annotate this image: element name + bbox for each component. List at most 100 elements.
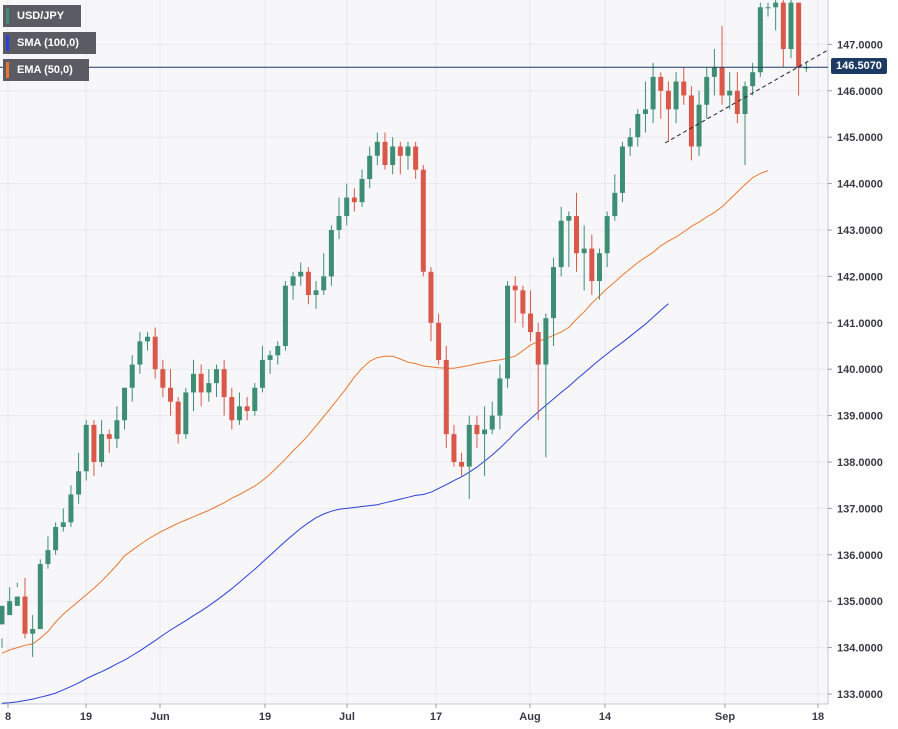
candle-body xyxy=(497,378,503,416)
candle-body xyxy=(413,146,419,170)
candle-body xyxy=(673,81,679,110)
candle-body xyxy=(734,90,740,114)
candle-body xyxy=(505,285,511,379)
candle-body xyxy=(290,276,296,286)
candle-body xyxy=(76,471,82,495)
candle-body xyxy=(53,526,59,551)
candle-body xyxy=(221,369,227,398)
candle-body xyxy=(405,146,411,156)
candle-body xyxy=(129,364,135,388)
y-tick-label: 145.0000 xyxy=(837,132,883,144)
candle-body xyxy=(711,67,717,77)
candle-body xyxy=(175,401,181,435)
candle-body xyxy=(0,605,5,625)
candle-body xyxy=(650,76,656,110)
x-tick-label: 8 xyxy=(5,711,11,723)
candle-body xyxy=(773,2,779,8)
candle-body xyxy=(374,141,380,156)
candle-body xyxy=(91,424,97,462)
y-tick-label: 142.0000 xyxy=(837,271,883,283)
candle-body xyxy=(152,336,158,370)
candle-body xyxy=(183,392,189,435)
candle-body xyxy=(719,67,725,96)
y-tick-label: 146.0000 xyxy=(837,86,883,98)
legend-sma[interactable]: SMA (100,0) xyxy=(3,32,96,54)
candle-body xyxy=(451,434,457,462)
x-axis-ticks: 8 19 Jun 19 Jul 17 Aug 14 Sep 18 xyxy=(5,704,824,723)
x-tick-label: Jul xyxy=(339,711,355,723)
trendline-dashed xyxy=(664,49,829,144)
candle-body xyxy=(428,271,434,323)
x-tick-label: 17 xyxy=(430,711,442,723)
candle-body xyxy=(619,146,625,193)
candle-body xyxy=(122,387,128,421)
candle-body xyxy=(574,216,579,254)
sma-100-0-line xyxy=(1,303,669,704)
candle-body xyxy=(359,178,365,203)
candle-body xyxy=(7,601,13,616)
candle-body xyxy=(612,192,618,217)
candle-body xyxy=(145,336,151,342)
y-tick-label: 147.0000 xyxy=(837,39,883,51)
candle-body xyxy=(298,271,304,277)
legend-ema[interactable]: EMA (50,0) xyxy=(3,59,89,81)
candle-body xyxy=(788,2,794,50)
candle-body xyxy=(397,146,403,156)
candle-body xyxy=(382,141,388,166)
candle-body xyxy=(336,216,342,230)
sma-swatch xyxy=(6,35,9,51)
symbol-swatch xyxy=(6,8,9,24)
candle-body xyxy=(22,596,28,634)
candle-body xyxy=(535,332,541,365)
y-axis-ticks: 133.0000 134.0000 135.0000 136.0000 137.0000… xyxy=(828,39,883,701)
candle-body xyxy=(704,76,710,105)
legend-symbol[interactable]: USD/JPY xyxy=(3,5,81,27)
candle-body xyxy=(466,424,472,467)
candle-body xyxy=(206,383,212,393)
candle-body xyxy=(780,2,786,50)
legend-ema-label: EMA (50,0) xyxy=(17,64,73,76)
y-tick-label: 133.0000 xyxy=(837,689,883,701)
candle-body xyxy=(696,104,702,147)
candle-body xyxy=(420,169,426,272)
candle-body xyxy=(528,313,534,333)
y-tick-label: 134.0000 xyxy=(837,643,883,655)
candle-body xyxy=(474,424,480,435)
candle-body xyxy=(344,197,350,217)
legend-symbol-label: USD/JPY xyxy=(17,10,65,22)
candle-body xyxy=(244,406,250,411)
x-tick-label: 18 xyxy=(812,711,824,723)
candle-body xyxy=(99,434,105,462)
candle-body xyxy=(558,220,564,268)
x-tick-label: 19 xyxy=(80,711,92,723)
candle-body xyxy=(604,216,610,254)
candle-body xyxy=(14,596,20,606)
candle-body xyxy=(137,341,143,365)
candle-body xyxy=(252,387,258,411)
candle-body xyxy=(443,359,449,435)
candle-body xyxy=(665,90,671,110)
candle-body xyxy=(551,267,557,319)
candle-body xyxy=(436,322,442,360)
candle-body xyxy=(635,114,641,138)
candle-body xyxy=(168,387,174,402)
candle-body xyxy=(642,109,648,114)
candle-body xyxy=(321,276,327,291)
candle-body xyxy=(566,216,572,221)
candle-body xyxy=(259,359,265,388)
y-tick-label: 143.0000 xyxy=(837,225,883,237)
y-tick-label: 137.0000 xyxy=(837,503,883,515)
candle-body xyxy=(520,290,526,314)
candle-body xyxy=(688,95,694,147)
candle-body xyxy=(267,355,273,360)
candle-body xyxy=(589,248,595,282)
candle-body xyxy=(765,7,771,9)
candle-body xyxy=(489,415,495,430)
candle-body xyxy=(627,137,633,147)
ema-swatch xyxy=(6,62,9,78)
candle-body xyxy=(236,406,242,421)
candle-body xyxy=(750,72,756,87)
x-tick-label: Aug xyxy=(519,711,540,723)
grid xyxy=(0,0,828,704)
